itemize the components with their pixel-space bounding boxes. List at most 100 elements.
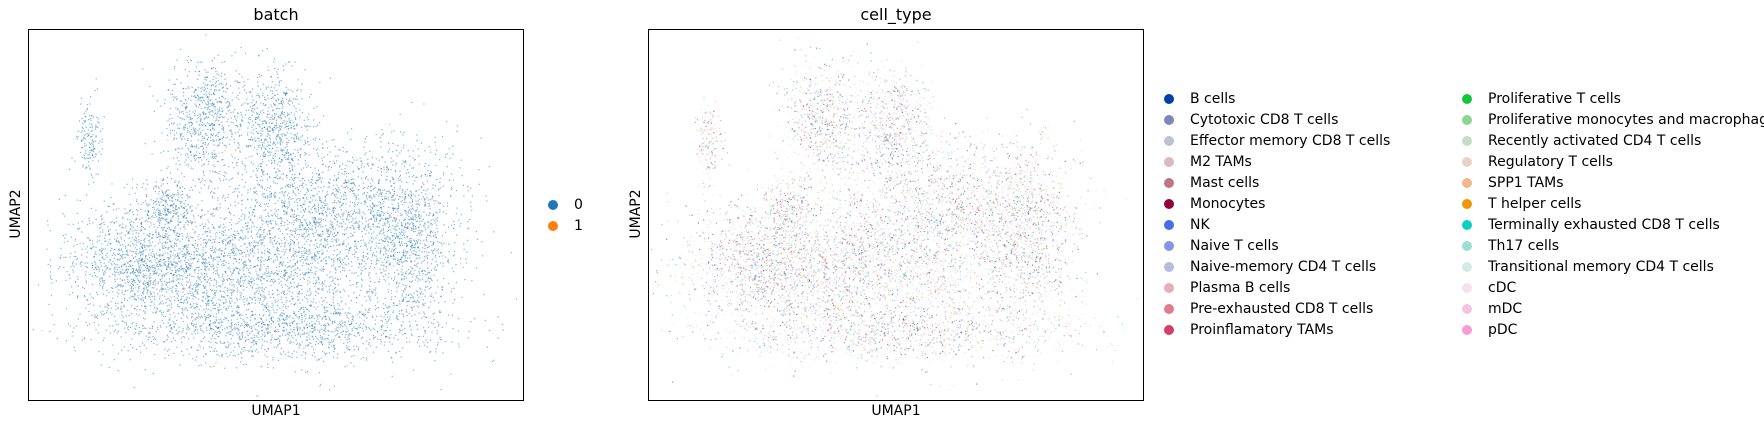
batch-point <box>204 107 206 109</box>
batch-point <box>510 252 512 254</box>
batch-point <box>344 223 346 225</box>
batch-point <box>296 275 298 277</box>
batch-point <box>142 282 144 284</box>
batch-point <box>202 149 204 151</box>
batch-point <box>231 99 233 101</box>
batch-point <box>231 251 233 253</box>
batch-point <box>362 211 364 213</box>
batch-point <box>213 93 215 96</box>
batch-point <box>299 228 301 231</box>
batch-point <box>241 194 243 196</box>
batch-point <box>204 276 206 278</box>
batch-point <box>211 300 213 302</box>
batch-point <box>218 101 220 103</box>
batch-point <box>268 144 270 146</box>
batch-point <box>262 193 264 195</box>
batch-point <box>202 284 204 286</box>
batch-point <box>199 128 201 130</box>
batch-point <box>159 298 161 300</box>
batch-point <box>261 186 263 188</box>
batch-point <box>219 258 222 261</box>
batch-point <box>184 307 186 309</box>
batch-point <box>322 285 324 287</box>
batch-point <box>244 298 246 300</box>
batch-point <box>268 117 270 119</box>
batch-point <box>168 257 170 259</box>
batch-point <box>134 219 137 221</box>
batch-point <box>235 247 237 249</box>
batch-point <box>424 205 426 207</box>
batch-point <box>396 194 398 196</box>
batch-point <box>293 303 295 305</box>
batch-point <box>215 292 217 294</box>
batch-point <box>304 139 306 142</box>
batch-point <box>292 297 294 299</box>
batch-point <box>234 51 236 54</box>
batch-point <box>70 252 72 255</box>
batch-point <box>178 257 181 259</box>
batch-point <box>331 259 333 261</box>
batch-point <box>334 196 337 198</box>
batch-point <box>315 255 317 257</box>
batch-point <box>223 260 226 262</box>
batch-point <box>49 259 51 261</box>
batch-point <box>293 137 295 139</box>
batch-point <box>277 214 279 216</box>
batch-point <box>99 279 101 281</box>
batch-point <box>137 295 139 297</box>
batch-point <box>347 252 349 254</box>
batch-point <box>239 285 242 287</box>
batch-point <box>344 270 346 272</box>
batch-point <box>326 318 328 320</box>
batch-point <box>341 322 344 324</box>
batch-point <box>370 299 372 301</box>
batch-point <box>237 81 239 83</box>
batch-point <box>250 91 252 94</box>
batch-point <box>367 179 369 181</box>
batch-point <box>380 257 382 259</box>
batch-point <box>275 137 277 139</box>
batch-point <box>240 215 242 217</box>
batch-point <box>211 215 213 217</box>
batch-point <box>297 219 299 221</box>
batch-point <box>234 80 236 82</box>
batch-point <box>239 249 241 251</box>
batch-point <box>258 138 260 140</box>
batch-point <box>207 98 209 100</box>
batch-point <box>303 233 305 235</box>
batch-point <box>187 301 189 303</box>
batch-point <box>291 185 293 187</box>
batch-point <box>190 151 192 153</box>
batch-point <box>311 190 313 192</box>
batch-point <box>278 270 280 272</box>
batch-point <box>211 297 213 300</box>
batch-point <box>378 193 380 195</box>
batch-point <box>436 224 438 226</box>
batch-point <box>251 226 253 228</box>
batch-point <box>311 229 313 231</box>
batch-point <box>240 296 242 298</box>
batch-point <box>307 119 309 121</box>
batch-point <box>383 275 385 278</box>
batch-point <box>380 230 382 232</box>
batch-point <box>269 233 271 236</box>
batch-point <box>224 239 227 242</box>
batch-point <box>333 305 335 307</box>
batch-point <box>296 267 299 269</box>
batch-point <box>286 213 288 215</box>
batch-point <box>186 194 188 196</box>
batch-point <box>293 250 295 252</box>
batch-point <box>381 272 383 274</box>
batch-point <box>142 300 144 302</box>
batch-point <box>278 250 280 252</box>
batch-point <box>205 244 207 246</box>
batch-point <box>256 176 258 178</box>
batch-point <box>309 288 311 290</box>
batch-point <box>203 277 205 279</box>
batch-point <box>268 251 270 253</box>
batch-point <box>240 292 242 295</box>
batch-point <box>177 108 179 110</box>
batch-point <box>274 104 276 106</box>
batch-point <box>213 240 215 242</box>
batch-point <box>218 285 220 287</box>
